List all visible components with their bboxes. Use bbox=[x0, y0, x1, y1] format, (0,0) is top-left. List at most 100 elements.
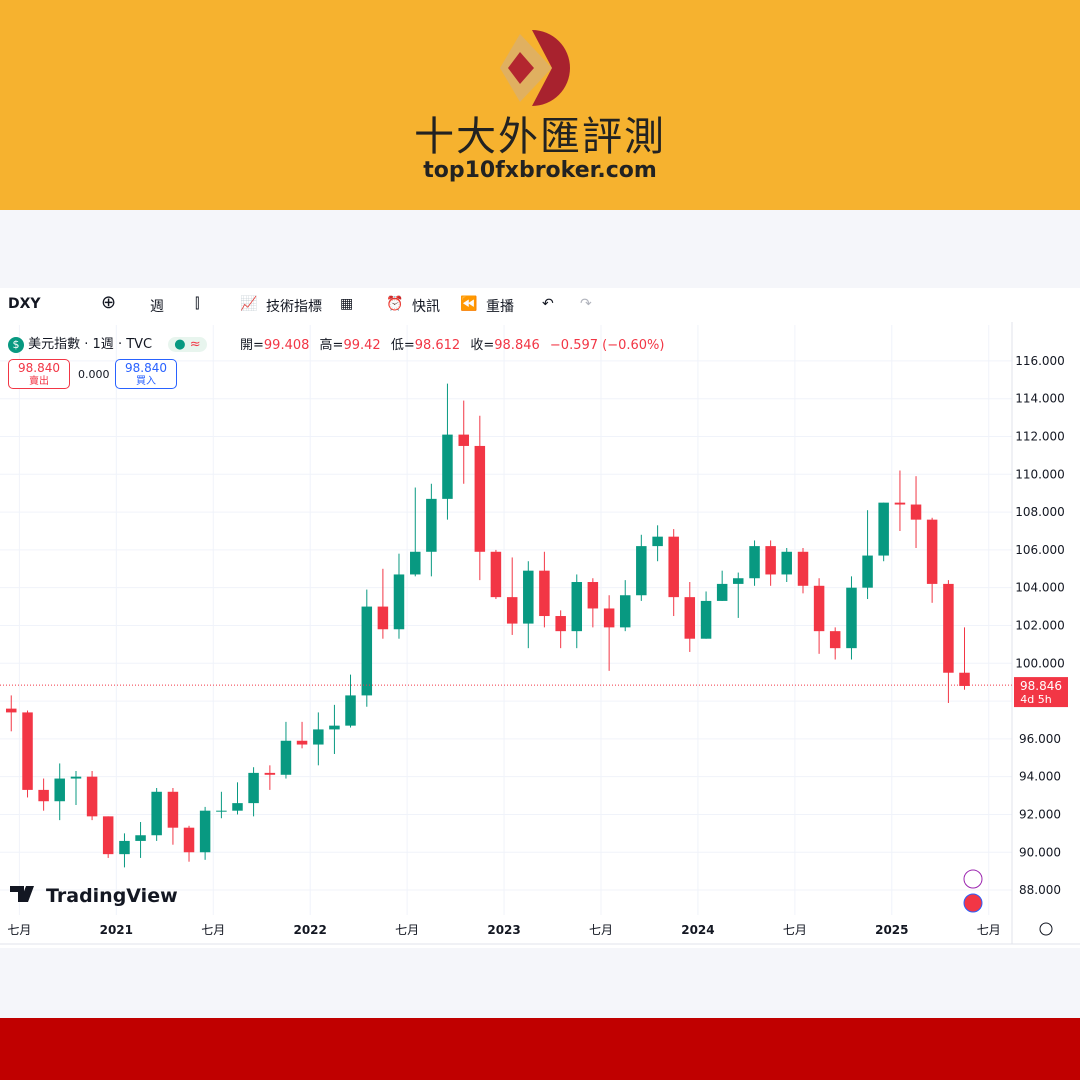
candle-body bbox=[894, 502, 906, 505]
open-label: 開= bbox=[240, 338, 264, 353]
x-tick-label: 2025 bbox=[875, 923, 908, 937]
brand-url: top10fxbroker.com bbox=[423, 158, 657, 183]
settings bbox=[1039, 922, 1053, 936]
plot-background bbox=[0, 322, 1080, 948]
y-tick-label: 88.000 bbox=[1019, 883, 1061, 897]
high-label: 高= bbox=[319, 338, 344, 353]
add-symbol[interactable]: ⊕ bbox=[101, 292, 117, 313]
candle-body bbox=[393, 574, 405, 630]
candle-body bbox=[264, 772, 276, 775]
y-tick-label: 90.000 bbox=[1019, 845, 1061, 859]
x-tick-label: 2023 bbox=[487, 923, 520, 937]
watermark-logo bbox=[10, 886, 34, 902]
symbol-icon: $ bbox=[8, 337, 24, 353]
candle-body bbox=[571, 582, 583, 632]
y-tick-label: 100.000 bbox=[1015, 656, 1065, 670]
candle-body bbox=[684, 597, 696, 639]
alert-icon[interactable]: ⏰ bbox=[386, 296, 404, 312]
candle-body bbox=[70, 776, 82, 779]
y-tick-label: 112.000 bbox=[1015, 429, 1065, 443]
redo[interactable]: ↷ bbox=[580, 296, 592, 312]
candle-body bbox=[700, 600, 712, 639]
candle-body bbox=[102, 816, 114, 855]
last-price-tag bbox=[1014, 677, 1068, 708]
x-tick-label: 七月 bbox=[783, 923, 807, 937]
candle-body bbox=[216, 810, 227, 812]
candle-body bbox=[716, 583, 728, 601]
countdown: 4d 5h bbox=[1020, 693, 1051, 706]
x-tick-label: 2022 bbox=[293, 923, 326, 937]
candle-body bbox=[361, 606, 373, 696]
sell-price: 98.840 bbox=[18, 361, 60, 375]
candle-body bbox=[797, 551, 809, 586]
candle-body bbox=[86, 776, 98, 817]
candle-body bbox=[619, 595, 631, 628]
buy-label: 買入 bbox=[136, 376, 156, 387]
indicators[interactable]: 技術指標 bbox=[266, 299, 322, 315]
event-icon bbox=[963, 869, 983, 889]
y-tick-label: 96.000 bbox=[1019, 732, 1061, 746]
indicators-icon[interactable]: 📈 bbox=[240, 296, 258, 312]
candle-body bbox=[313, 729, 324, 745]
candle-body bbox=[296, 740, 308, 745]
x-tick-label: 2021 bbox=[100, 923, 133, 937]
last-price-label: 98.846 bbox=[1020, 679, 1062, 693]
candle-body bbox=[765, 546, 776, 575]
layouts[interactable]: ▦ bbox=[340, 296, 354, 312]
buy-button[interactable]: 98.840 買入 bbox=[115, 359, 177, 389]
candle-body bbox=[54, 778, 65, 802]
sell-label: 賣出 bbox=[29, 376, 49, 387]
candle-body bbox=[829, 631, 841, 649]
y-tick-label: 94.000 bbox=[1019, 770, 1061, 784]
replay[interactable]: 重播 bbox=[486, 299, 514, 315]
symbol-search[interactable]: DXY bbox=[8, 296, 41, 312]
ohlc: 開=99.408 高=99.42 低=98.612 收=98.846 −0.59… bbox=[240, 334, 670, 353]
y-tick-label: 102.000 bbox=[1015, 618, 1065, 632]
chart: 88.00090.00092.00094.00096.00098.000100.… bbox=[0, 322, 1080, 948]
candle-body bbox=[345, 695, 356, 726]
y-tick-label: 116.000 bbox=[1015, 354, 1065, 368]
buy-price: 98.840 bbox=[125, 361, 167, 375]
x-tick-label: 七月 bbox=[7, 923, 31, 937]
spread: 0.000 bbox=[78, 368, 110, 381]
candle-body bbox=[232, 803, 243, 811]
symbol-name: 美元指數 · 1週 · TVC bbox=[28, 337, 153, 352]
alerts[interactable]: 快訊 bbox=[412, 299, 440, 315]
candle-body bbox=[926, 519, 938, 584]
logo bbox=[500, 30, 570, 106]
interval[interactable]: 週 bbox=[150, 299, 164, 315]
x-tick-label: 七月 bbox=[977, 923, 1001, 937]
candle-body bbox=[733, 578, 744, 584]
open-value: 99.408 bbox=[263, 338, 310, 353]
candle-body bbox=[22, 712, 33, 790]
close-label: 收= bbox=[470, 338, 495, 353]
brand-title: 十大外匯評測 bbox=[414, 114, 666, 160]
candle-body bbox=[781, 551, 792, 575]
y-tick-label: 108.000 bbox=[1015, 505, 1065, 519]
toolbar: DXY ⊕ 週 ⫿ 📈 技術指標 ▦ ⏰ 快訊 ⏪ 重播 ↶ ↷ bbox=[0, 288, 1080, 323]
change: −0.597 (−0.60%) bbox=[549, 338, 665, 353]
chart-type[interactable]: ⫿ bbox=[195, 296, 200, 312]
y-tick-label: 106.000 bbox=[1015, 543, 1065, 557]
candle-body bbox=[280, 740, 292, 775]
y-tick-label: 114.000 bbox=[1015, 392, 1065, 406]
candle-body bbox=[458, 434, 469, 446]
y-tick-label: 110.000 bbox=[1015, 467, 1065, 481]
candle-body bbox=[474, 445, 486, 552]
replay-icon[interactable]: ⏪ bbox=[460, 296, 478, 312]
sell-button[interactable]: 98.840 賣出 bbox=[8, 359, 70, 389]
undo[interactable]: ↶ bbox=[542, 296, 554, 312]
footer-band bbox=[0, 1018, 1080, 1080]
x-tick-label: 七月 bbox=[201, 923, 225, 937]
candle-body bbox=[5, 708, 17, 713]
candle-body bbox=[135, 835, 146, 841]
candle-body bbox=[377, 606, 389, 630]
low-value: 98.612 bbox=[414, 338, 461, 353]
candle-body bbox=[329, 725, 340, 730]
candle-body bbox=[119, 840, 130, 855]
candle-body bbox=[910, 504, 922, 520]
x-tick-label: 七月 bbox=[395, 923, 419, 937]
x-tick-label: 七月 bbox=[589, 923, 613, 937]
candle-body bbox=[506, 597, 518, 624]
